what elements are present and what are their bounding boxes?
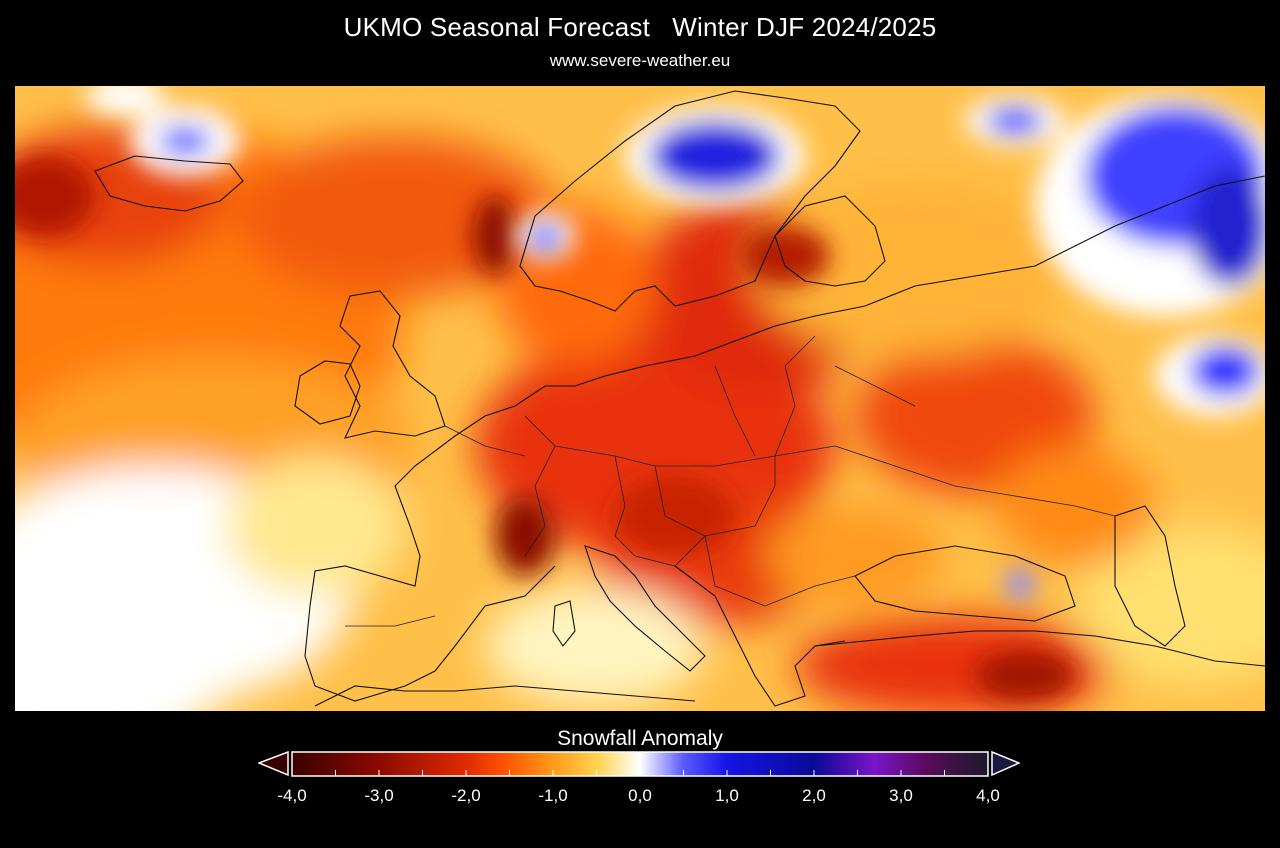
colorbar-tick-label: 4,0 xyxy=(976,786,1000,805)
colorbar-tick-label: 1,0 xyxy=(715,786,739,805)
colorbar-tick-label: -1,0 xyxy=(538,786,568,805)
coastlines xyxy=(94,90,1265,707)
colorbar xyxy=(258,751,1020,777)
colorbar-tick-label: 2,0 xyxy=(802,786,826,805)
chart-title: UKMO Seasonal Forecast Winter DJF 2024/2… xyxy=(343,12,937,42)
colorbar-over-arrow xyxy=(991,751,1020,777)
legend-title: Snowfall Anomaly xyxy=(557,727,723,750)
source-url: www.severe-weather.eu xyxy=(549,51,731,70)
colorbar-under-arrow xyxy=(258,751,289,777)
country-borders xyxy=(345,335,1116,627)
colorbar-tick-label: 3,0 xyxy=(889,786,913,805)
colorbar-tick-label: -2,0 xyxy=(451,786,481,805)
anomaly-map xyxy=(15,86,1265,711)
colorbar-tick-label: -3,0 xyxy=(364,786,394,805)
anomaly-field-positive xyxy=(85,86,1265,600)
colorbar-tick-label: 0,0 xyxy=(628,786,652,805)
colorbar-ticks xyxy=(335,770,945,776)
colorbar-tick-label: -4,0 xyxy=(277,786,307,805)
map-canvas xyxy=(15,86,1265,711)
